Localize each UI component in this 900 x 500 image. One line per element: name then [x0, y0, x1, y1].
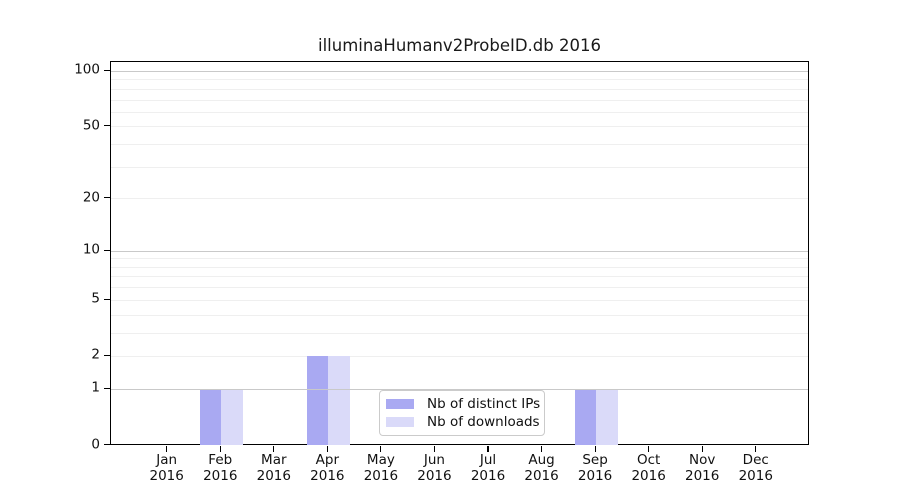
x-tick-mark	[540, 445, 543, 452]
x-tick-mark	[433, 445, 436, 452]
minor-gridline	[111, 287, 808, 289]
major-gridline	[111, 388, 808, 390]
x-tick-label: Dec 2016	[738, 452, 773, 484]
y-tick-mark	[103, 69, 111, 72]
minor-gridline	[111, 166, 808, 168]
bar-downloads	[596, 389, 618, 446]
x-tick-label: Feb 2016	[203, 452, 238, 484]
chart-title: illuminaHumanv2ProbeID.db 2016	[317, 36, 601, 55]
x-tick-label: Mar 2016	[256, 452, 291, 484]
legend-label: Nb of distinct IPs	[427, 396, 541, 412]
bar-downloads	[328, 356, 350, 446]
legend: Nb of distinct IPs Nb of downloads	[379, 390, 545, 436]
minor-gridline	[111, 258, 808, 260]
major-gridline	[111, 70, 808, 72]
minor-gridline	[111, 88, 808, 90]
bar-distinct-ips	[199, 389, 222, 446]
x-tick-label: Oct 2016	[631, 452, 666, 484]
x-tick-mark	[701, 445, 703, 452]
x-tick-label: Sep 2016	[577, 452, 613, 484]
x-tick-mark	[487, 445, 489, 452]
x-tick-mark	[755, 445, 757, 452]
minor-gridline	[111, 79, 808, 81]
minor-gridline	[111, 126, 808, 128]
x-tick-mark	[326, 445, 328, 452]
y-tick-label: 5	[91, 290, 100, 307]
x-tick-label: Jun 2016	[417, 452, 452, 484]
x-tick-mark	[219, 445, 221, 452]
plot-area	[110, 61, 809, 446]
y-tick-label: 0	[91, 436, 100, 453]
x-tick-label: Apr 2016	[310, 452, 345, 484]
minor-gridline	[111, 144, 808, 145]
legend-label: Nb of downloads	[427, 414, 540, 430]
bar-distinct-ips	[574, 389, 597, 446]
y-tick-mark	[103, 125, 111, 127]
y-tick-mark	[103, 354, 111, 357]
y-tick-label: 1	[91, 379, 100, 396]
legend-entry: Nb of downloads	[386, 413, 540, 431]
x-tick-label: Aug 2016	[524, 452, 559, 484]
legend-entry: Nb of distinct IPs	[386, 395, 540, 413]
minor-gridline	[111, 314, 808, 316]
legend-swatch	[386, 399, 414, 409]
minor-gridline	[111, 198, 808, 200]
x-tick-label: Nov 2016	[685, 452, 720, 484]
y-tick-mark	[103, 298, 111, 300]
y-tick-label: 10	[82, 241, 100, 258]
major-gridline	[111, 250, 808, 252]
x-tick-label: Jul 2016	[470, 452, 506, 484]
x-tick-label: Jan 2016	[149, 452, 184, 484]
x-tick-mark	[273, 445, 275, 452]
bar-downloads	[221, 389, 243, 446]
y-tick-mark	[103, 387, 111, 389]
x-tick-mark	[380, 445, 382, 452]
x-tick-mark	[166, 445, 168, 452]
y-tick-mark	[103, 443, 111, 446]
legend-swatch	[386, 417, 414, 427]
y-tick-mark	[103, 249, 111, 251]
x-tick-mark	[648, 445, 650, 452]
y-tick-label: 100	[74, 62, 100, 79]
y-tick-mark	[103, 197, 111, 199]
bar-distinct-ips	[306, 356, 329, 446]
y-tick-label: 2	[91, 347, 100, 364]
minor-gridline	[111, 299, 808, 301]
y-tick-label: 50	[82, 117, 100, 134]
minor-gridline	[111, 266, 808, 268]
y-tick-label: 20	[82, 189, 100, 206]
x-tick-mark	[594, 445, 596, 452]
minor-gridline	[111, 355, 808, 357]
minor-gridline	[111, 99, 808, 101]
minor-gridline	[111, 111, 808, 113]
minor-gridline	[111, 276, 808, 278]
x-tick-label: May 2016	[363, 452, 399, 484]
minor-gridline	[111, 332, 808, 334]
